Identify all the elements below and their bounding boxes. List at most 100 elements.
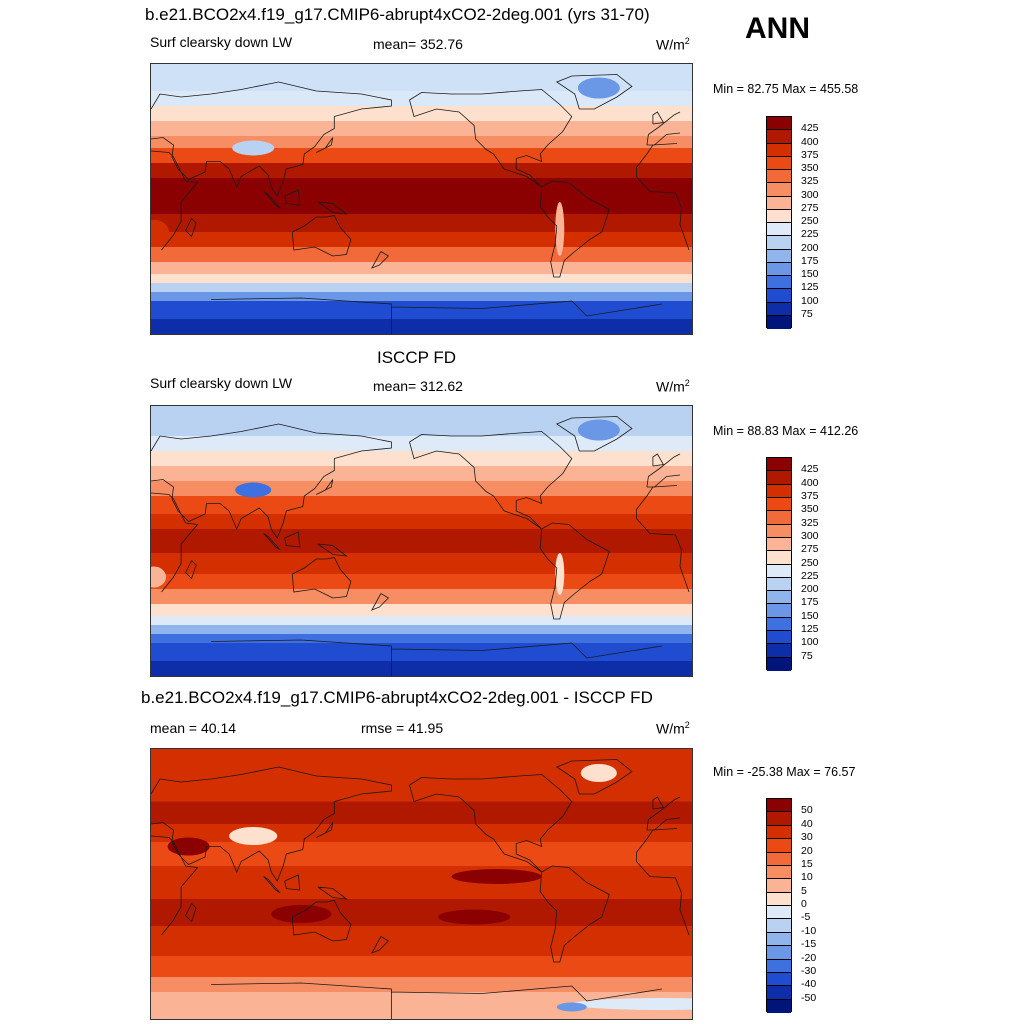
colorbar-label: -5 [801, 911, 811, 924]
panel2-title: ISCCP FD [377, 348, 457, 367]
colorbar-box [767, 551, 791, 565]
coastline [371, 936, 390, 954]
field-anomaly [556, 1002, 587, 1012]
coastline [539, 522, 610, 620]
colorbar-label: 350 [801, 503, 819, 516]
season-label: ANN [745, 12, 810, 45]
colorbar-box [767, 591, 791, 605]
field-anomaly [229, 827, 278, 845]
field-band [151, 283, 692, 293]
field-band [151, 148, 692, 164]
colorbar-box [767, 577, 791, 592]
panel2-variable-label: Surf clearsky down LW [150, 375, 293, 391]
coastline [291, 215, 352, 257]
coastline [409, 89, 573, 188]
field-band [151, 625, 692, 635]
coastline [409, 431, 573, 530]
coastline [284, 189, 301, 206]
colorbar-box [767, 524, 791, 538]
coastline [284, 874, 301, 891]
colorbar-box [767, 644, 791, 658]
field-band [151, 466, 692, 482]
colorbar-label: 125 [801, 623, 819, 636]
colorbar-label: 225 [801, 569, 819, 582]
panel2-mean-label: mean= 312.62 [373, 378, 463, 394]
field-band [151, 301, 692, 320]
colorbar-box [767, 604, 791, 618]
colorbar-box [767, 906, 791, 920]
colorbar-box [767, 458, 791, 472]
colorbar-box [767, 315, 791, 329]
field-band [151, 292, 692, 302]
colorbar-box [767, 617, 791, 632]
colorbar-label: 325 [801, 175, 819, 188]
coastline [539, 180, 610, 278]
colorbar-label: 275 [801, 543, 819, 556]
coastline [316, 479, 334, 495]
field-band [151, 514, 692, 530]
colorbar-box [767, 117, 791, 131]
colorbar-label: 250 [801, 556, 819, 569]
field-band [151, 496, 692, 515]
field-anomaly [235, 482, 272, 498]
field-anomaly [232, 140, 275, 156]
coastline [151, 766, 681, 882]
colorbar-label: -10 [801, 924, 817, 937]
colorbar-box [767, 183, 791, 197]
colorbar-label: 275 [801, 201, 819, 214]
colorbar-box [767, 143, 791, 157]
coastline [151, 423, 681, 539]
coastline [185, 560, 197, 580]
coastline [555, 74, 633, 110]
field-band [151, 661, 692, 676]
field-band [151, 616, 692, 626]
panel2-minmax: Min = 88.83 Max = 412.26 [713, 424, 859, 438]
colorbar-box [767, 932, 791, 947]
field-band [151, 634, 692, 644]
colorbar-label: 375 [801, 148, 819, 161]
colorbar-label: 100 [801, 636, 819, 649]
coastline [371, 593, 390, 611]
coastline [652, 796, 665, 810]
panel2-colorbar [766, 457, 792, 671]
field-band [151, 178, 692, 215]
field-anomaly [577, 419, 620, 441]
panel3-units-label: W/m2 [656, 720, 690, 737]
colorbar-box [767, 852, 791, 866]
field-band [151, 553, 692, 575]
panel3-title: b.e21.BCO2x4.f19_g17.CMIP6-abrupt4xCO2-2… [141, 688, 653, 707]
colorbar-box [767, 497, 791, 512]
field-band [151, 801, 692, 825]
colorbar-box [767, 130, 791, 144]
field-band [151, 214, 692, 233]
colorbar-label: 125 [801, 281, 819, 294]
colorbar-box [767, 289, 791, 303]
panel1-colorbar [766, 116, 792, 329]
colorbar-box [767, 471, 791, 485]
colorbar-label: 75 [801, 307, 813, 320]
coastline [263, 191, 281, 209]
field-anomaly [577, 77, 620, 99]
coastline [211, 297, 662, 334]
colorbar-box [767, 879, 791, 893]
field-band [151, 262, 692, 275]
coastline [185, 903, 197, 923]
colorbar-label: 350 [801, 162, 819, 174]
coastline [317, 886, 348, 900]
colorbar-box [767, 236, 791, 250]
field-band [151, 274, 692, 284]
colorbar-label: -20 [801, 951, 817, 964]
colorbar-label: 400 [801, 476, 819, 489]
colorbar-box [767, 799, 791, 813]
colorbar-box [767, 919, 791, 933]
colorbar-box [767, 839, 791, 853]
coastline [317, 201, 348, 215]
coastline [284, 531, 301, 548]
colorbar-label: -40 [801, 978, 817, 991]
field-band [151, 824, 692, 843]
field-band [151, 574, 692, 590]
colorbar-label: 15 [801, 857, 813, 870]
field-anomaly [151, 220, 170, 244]
coastline [151, 828, 690, 936]
colorbar-label: 400 [801, 135, 819, 148]
